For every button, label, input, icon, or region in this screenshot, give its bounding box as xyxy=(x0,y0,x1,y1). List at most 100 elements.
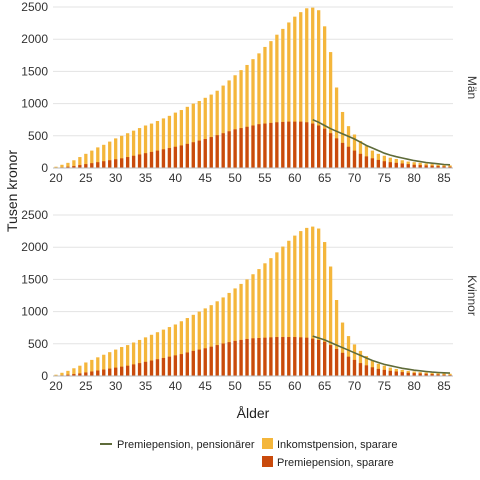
bar-inkomstpension xyxy=(317,228,321,376)
bar-inkomstpension xyxy=(155,332,160,376)
bar-premiepension xyxy=(84,164,88,168)
x-tick-label: 50 xyxy=(228,379,242,393)
bar-premiepension xyxy=(352,150,357,168)
bar-inkomstpension xyxy=(125,133,130,168)
facet-label: Kvinnor xyxy=(465,275,479,316)
bar-premiepension xyxy=(84,372,88,376)
x-tick-label: 70 xyxy=(348,379,362,393)
bar-premiepension xyxy=(108,368,112,376)
x-tick-label: 60 xyxy=(288,171,302,185)
bar-premiepension xyxy=(96,162,100,168)
panel-man: 0 500 1000 1500 2000 2500 20 25 30 35 40 45 50 55 60 65… xyxy=(21,0,479,185)
bar-premiepension xyxy=(215,345,219,376)
bar-inkomstpension xyxy=(179,321,183,376)
bar-premiepension xyxy=(305,337,309,376)
y-tick-label: 2500 xyxy=(21,208,48,222)
x-tick-label: 55 xyxy=(258,379,272,393)
x-axis-title: Ålder xyxy=(237,405,270,421)
bar-inkomstpension xyxy=(108,352,112,376)
bar-premiepension xyxy=(78,373,82,376)
bar-inkomstpension xyxy=(263,263,267,376)
bar-premiepension xyxy=(215,135,219,168)
bar-inkomstpension xyxy=(173,112,178,168)
bar-premiepension xyxy=(239,128,243,168)
bar-inkomstpension xyxy=(245,279,249,376)
bar-inkomstpension xyxy=(257,53,261,169)
bar-premiepension xyxy=(281,337,285,376)
bar-premiepension xyxy=(311,123,315,168)
bar-premiepension xyxy=(388,370,392,376)
bar-premiepension xyxy=(197,349,201,376)
bar-premiepension xyxy=(251,125,255,168)
y-tick-label: 1000 xyxy=(21,97,48,111)
bar-premiepension xyxy=(143,153,148,168)
bar-inkomstpension xyxy=(125,345,130,376)
bar-inkomstpension xyxy=(221,297,225,376)
bar-premiepension xyxy=(161,357,166,376)
y-tick-label: 0 xyxy=(41,161,48,175)
y-tick-label: 1500 xyxy=(21,272,48,286)
bar-inkomstpension xyxy=(102,144,106,168)
x-tick-label: 30 xyxy=(109,379,123,393)
bar-inkomstpension xyxy=(66,162,70,168)
bar-premiepension xyxy=(424,373,428,376)
bar-premiepension xyxy=(179,145,183,168)
bar-inkomstpension xyxy=(197,101,201,168)
x-tick-label: 55 xyxy=(258,171,272,185)
bar-premiepension xyxy=(394,162,398,168)
bar-premiepension xyxy=(323,341,327,376)
bar-inkomstpension xyxy=(84,153,88,168)
x-tick-label: 45 xyxy=(199,379,213,393)
bar-inkomstpension xyxy=(114,349,118,376)
bar-premiepension xyxy=(221,343,225,376)
bar-premiepension xyxy=(155,150,160,168)
bar-premiepension xyxy=(293,121,297,168)
bar-premiepension xyxy=(430,165,434,168)
bar-inkomstpension xyxy=(131,342,136,376)
bar-premiepension xyxy=(382,369,386,376)
bar-inkomstpension xyxy=(448,373,452,376)
bar-premiepension xyxy=(114,159,118,168)
bar-inkomstpension xyxy=(263,46,267,168)
x-tick-label: 20 xyxy=(49,171,63,185)
bar-premiepension xyxy=(334,348,339,376)
bar-premiepension xyxy=(197,140,201,168)
bar-inkomstpension xyxy=(215,301,219,376)
bar-premiepension xyxy=(245,338,249,376)
bar-inkomstpension xyxy=(227,292,231,376)
bar-premiepension xyxy=(364,156,369,168)
bar-inkomstpension xyxy=(203,308,207,376)
bar-premiepension xyxy=(293,337,297,376)
x-tick-label: 60 xyxy=(288,379,302,393)
x-tick-label: 85 xyxy=(437,171,451,185)
bar-inkomstpension xyxy=(281,246,285,376)
bar-inkomstpension xyxy=(114,138,118,168)
x-tick-label: 80 xyxy=(408,171,422,185)
bar-premiepension xyxy=(311,338,315,376)
bar-inkomstpension xyxy=(340,322,345,376)
bar-inkomstpension xyxy=(137,128,142,168)
bar-inkomstpension xyxy=(155,120,160,168)
bar-premiepension xyxy=(388,162,392,168)
bar-inkomstpension xyxy=(305,8,309,169)
bar-inkomstpension xyxy=(334,300,339,376)
bar-inkomstpension xyxy=(161,329,166,376)
bar-premiepension xyxy=(120,366,124,376)
bar-premiepension xyxy=(102,369,106,376)
bar-inkomstpension xyxy=(143,125,148,168)
bar-premiepension xyxy=(299,121,303,168)
bar-inkomstpension xyxy=(66,370,70,376)
bar-premiepension xyxy=(263,337,267,376)
bar-premiepension xyxy=(78,165,82,168)
bar-inkomstpension xyxy=(84,362,88,376)
x-tick-label: 65 xyxy=(318,379,332,393)
bar-premiepension xyxy=(149,360,154,376)
bar-inkomstpension xyxy=(328,266,333,376)
bar-premiepension xyxy=(418,373,422,376)
x-tick-label: 40 xyxy=(169,171,183,185)
bar-inkomstpension xyxy=(340,111,345,168)
x-tick-label: 50 xyxy=(228,171,242,185)
bar-inkomstpension xyxy=(209,94,213,168)
bar-inkomstpension xyxy=(305,227,309,376)
